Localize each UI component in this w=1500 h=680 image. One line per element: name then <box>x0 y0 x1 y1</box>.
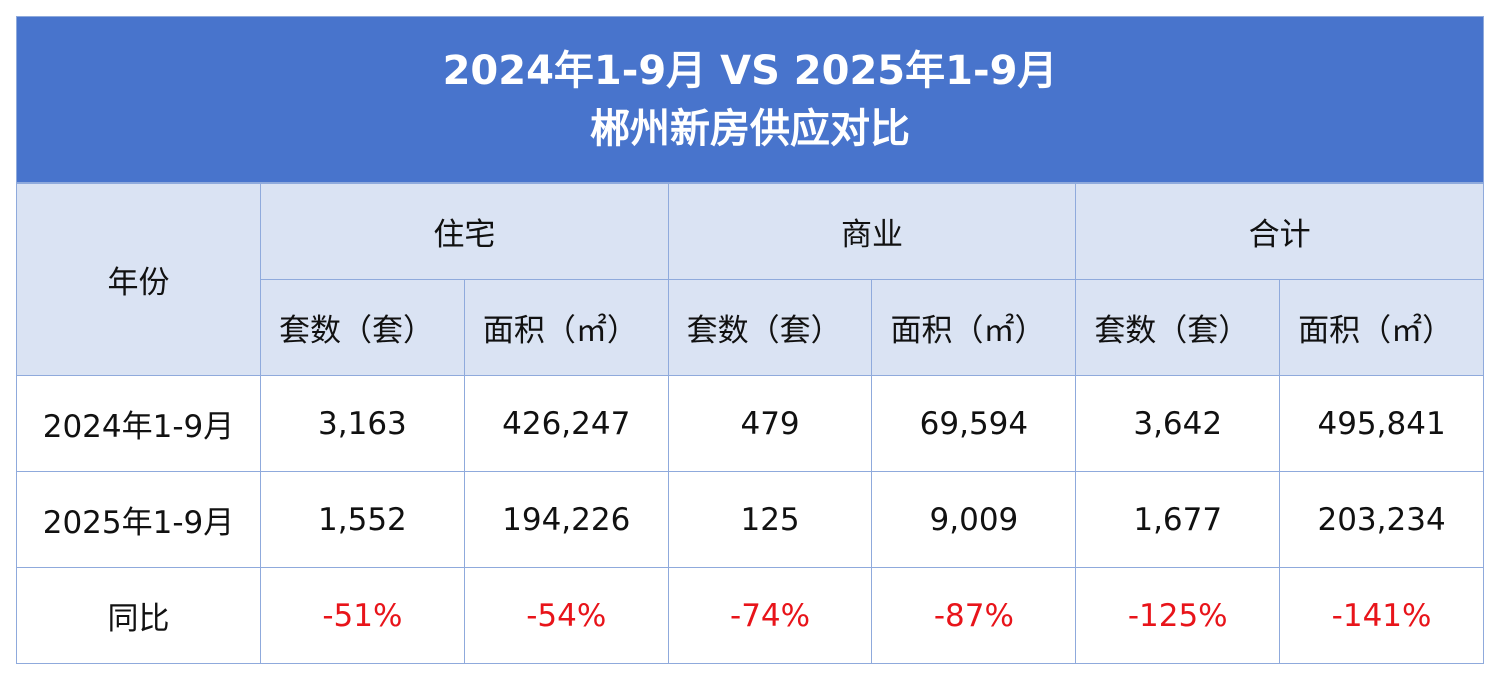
data-cell: 426,247 <box>463 375 669 472</box>
data-cell: -51% <box>260 567 465 664</box>
sub-header-row: 套数（套） 面积（㎡） 套数（套） 面积（㎡） 套数（套） 面积（㎡） <box>17 279 1484 376</box>
table-body: 年份 住宅 商业 合计 套数（套） 面积（㎡） 套数（套） 面积（㎡） 套数（套） 面积（… <box>16 183 1484 664</box>
sub-header: 面积（㎡） <box>871 279 1077 376</box>
group-header: 商业 <box>667 183 1077 280</box>
title: 2024年1-9月 VS 2025年1-9月 <box>442 47 1058 94</box>
table: 年份 住宅 商业 合计 套数（套） 面积（㎡） 套数（套） 面积（㎡） 套数（套） 面积（… <box>16 183 1484 664</box>
data-cell: 495,841 <box>1279 375 1484 472</box>
row-label: 2025年1-9月 <box>16 471 261 568</box>
data-cell: 9,009 <box>871 471 1077 568</box>
data-cell: 1,552 <box>260 471 465 568</box>
row-label: 2024年1-9月 <box>16 375 261 472</box>
data-cell: -54% <box>463 567 669 664</box>
sub-header: 套数（套） <box>667 279 873 376</box>
group-header: 合计 <box>1075 183 1484 280</box>
group-header-row: 年份 住宅 商业 合计 <box>16 183 1484 376</box>
data-cell: 3,642 <box>1075 375 1281 472</box>
data-cell: 479 <box>667 375 873 472</box>
data-cell: 3,163 <box>260 375 465 472</box>
sub-header: 套数（套） <box>260 279 465 376</box>
data-cell: -74% <box>667 567 873 664</box>
data-cell: 69,594 <box>871 375 1077 472</box>
data-cell: 1,677 <box>1075 471 1281 568</box>
data-row: 同比 -51% -54% -74% -87% -125% -141% <box>16 567 1484 664</box>
sub-header: 面积（㎡） <box>1279 279 1484 376</box>
data-row: 2024年1-9月 3,163 426,247 479 69,594 3,642 495,8… <box>16 375 1484 472</box>
group-header: 住宅 <box>260 183 669 280</box>
data-cell: -87% <box>871 567 1077 664</box>
table-card: 2024年1-9月 VS 2025年1-9月 郴州新房供应对比 年份 住宅 商业… <box>16 16 1484 664</box>
sub-header: 面积（㎡） <box>463 279 669 376</box>
data-row: 2025年1-9月 1,552 194,226 125 9,009 1,677 203,23… <box>16 471 1484 568</box>
data-cell: 203,234 <box>1279 471 1484 568</box>
subtitle: 郴州新房供应对比 <box>590 105 910 152</box>
data-cell: 125 <box>667 471 873 568</box>
data-cell: -125% <box>1075 567 1281 664</box>
data-cell: 194,226 <box>463 471 669 568</box>
corner-cell: 年份 <box>16 183 261 376</box>
title-band: 2024年1-9月 VS 2025年1-9月 郴州新房供应对比 <box>16 16 1484 183</box>
sub-header: 套数（套） <box>1075 279 1281 376</box>
row-label: 同比 <box>16 567 261 664</box>
data-cell: -141% <box>1279 567 1484 664</box>
